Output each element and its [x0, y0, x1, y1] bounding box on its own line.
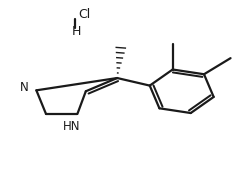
Text: H: H	[71, 25, 81, 38]
Text: Cl: Cl	[79, 8, 91, 21]
Text: N: N	[20, 81, 29, 94]
Text: HN: HN	[63, 120, 80, 133]
